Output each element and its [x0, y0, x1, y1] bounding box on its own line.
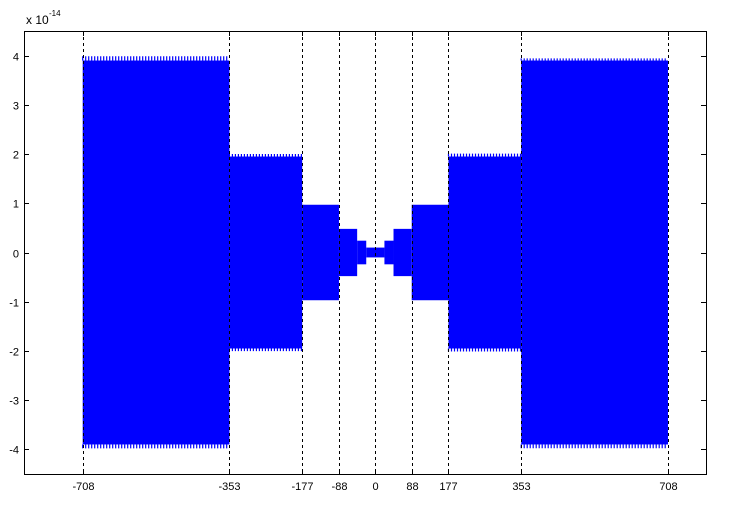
signal-segment	[357, 240, 367, 265]
signal-segment-edge	[520, 58, 666, 449]
x-tick-label: -353	[218, 481, 240, 493]
y-tick-label: -3	[9, 396, 19, 408]
signal-segment	[448, 156, 522, 349]
signal-segment	[366, 247, 385, 258]
y-tick-label: 2	[13, 150, 19, 162]
signal-segment	[393, 228, 412, 277]
x-tick-label: 353	[512, 481, 530, 493]
y-scale-exponent: -14	[49, 9, 61, 18]
signal-segment	[411, 204, 449, 301]
y-tick-label: 4	[13, 52, 19, 64]
y-scale-multiplier: x 10	[26, 13, 49, 27]
signal-segment	[82, 60, 230, 445]
signal-segment	[229, 156, 303, 349]
signal-segment-edge	[82, 56, 228, 449]
y-tick-label: 0	[13, 249, 19, 261]
signal-segment	[302, 204, 339, 301]
x-tick-label: -88	[332, 481, 348, 493]
y-tick-label: -2	[9, 347, 19, 359]
x-tick-label: 708	[659, 481, 677, 493]
x-tick-label: 88	[406, 481, 418, 493]
x-tick-label: -708	[72, 481, 94, 493]
tick-layer: -708 -353 -177 -88 0 88 177 353 708 -4 -3 -2 -1 0 1 2 3 4	[9, 31, 706, 493]
y-tick-label: 3	[13, 101, 19, 113]
x-tick-label: 0	[372, 481, 378, 493]
x-tick-label: -177	[291, 481, 313, 493]
y-tick-label: -1	[9, 298, 19, 310]
signal-segment-edge	[228, 154, 302, 352]
y-tick-label: -4	[9, 445, 19, 457]
signal-segment	[384, 240, 394, 265]
signal-segment	[521, 60, 668, 445]
data-layer	[82, 56, 668, 449]
x-tick-label: 177	[439, 481, 457, 493]
grid-layer	[83, 31, 669, 474]
y-tick-label: 1	[13, 199, 19, 211]
signal-segment-edge	[447, 153, 522, 352]
y-scale-label: x 10 -14	[26, 9, 61, 27]
signal-segment	[338, 228, 358, 277]
